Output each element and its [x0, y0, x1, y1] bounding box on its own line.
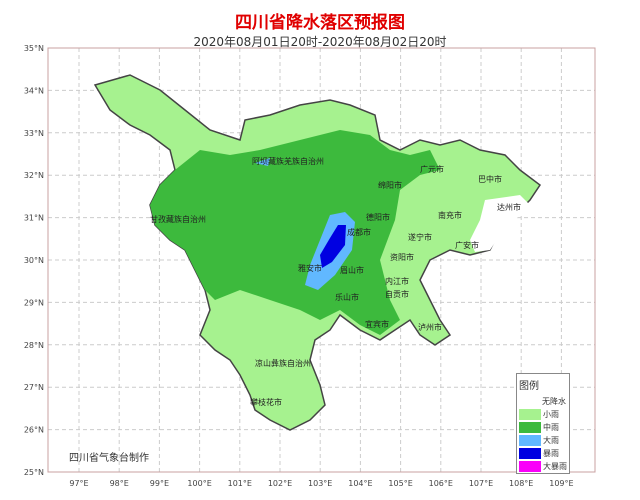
legend-item: 大暴雨: [519, 460, 569, 473]
legend-item: 小雨: [519, 408, 569, 421]
city-label: 内江市: [385, 276, 409, 286]
lat-tick-label: 27°N: [24, 383, 44, 392]
city-label: 眉山市: [340, 265, 364, 275]
lat-tick-label: 29°N: [24, 298, 44, 307]
city-label: 达州市: [497, 202, 521, 212]
lon-tick-label: 106°E: [429, 479, 453, 488]
lon-tick-label: 102°E: [268, 479, 292, 488]
city-label: 遂宁市: [408, 232, 432, 242]
rainstorm-area: [320, 225, 346, 268]
map-subtitle: 2020年08月01日20时-2020年08月02日20时: [193, 35, 447, 49]
lon-tick-label: 97°E: [69, 479, 88, 488]
lon-tick-label: 98°E: [110, 479, 129, 488]
map-frame: [47, 47, 596, 473]
lat-tick-label: 26°N: [24, 426, 44, 435]
legend-label: 中雨: [543, 423, 559, 432]
legend-swatch: [519, 409, 541, 420]
lat-tick-label: 28°N: [24, 341, 44, 350]
legend-swatch: [519, 448, 541, 459]
map-title: 四川省降水落区预报图: [235, 13, 405, 33]
lon-tick-label: 103°E: [308, 479, 332, 488]
city-label: 雅安市: [298, 263, 322, 273]
city-label: 巴中市: [478, 174, 502, 184]
lat-tick-label: 30°N: [24, 256, 44, 265]
city-label: 凉山彝族自治州: [255, 358, 311, 368]
lat-tick-label: 32°N: [24, 171, 44, 180]
lat-tick-label: 33°N: [24, 129, 44, 138]
legend-label: 大雨: [543, 436, 559, 445]
lat-tick-label: 31°N: [24, 214, 44, 223]
legend-label: 暴雨: [543, 449, 559, 458]
legend-swatch: [519, 461, 541, 472]
city-label: 自贡市: [385, 289, 409, 299]
city-label: 乐山市: [335, 292, 359, 302]
legend-label: 小雨: [543, 410, 559, 419]
lon-tick-label: 108°E: [509, 479, 533, 488]
city-label: 德阳市: [366, 212, 390, 222]
legend-label: 无降水: [542, 397, 566, 406]
city-label: 泸州市: [418, 322, 442, 332]
heavy-rain-spot-aba: [255, 158, 270, 166]
legend-item: 暴雨: [519, 447, 569, 460]
city-label: 广安市: [455, 240, 479, 250]
city-label: 阿坝藏族羌族自治州: [252, 156, 324, 166]
lon-tick-label: 105°E: [388, 479, 412, 488]
city-label: 资阳市: [390, 252, 414, 262]
lat-tick-label: 25°N: [24, 468, 44, 477]
legend-swatch: [519, 422, 541, 433]
legend-item: 无降水: [519, 395, 566, 408]
city-label: 甘孜藏族自治州: [150, 214, 206, 224]
city-label: 成都市: [347, 227, 371, 237]
legend-item: 大雨: [519, 434, 569, 447]
dry-area-dazhou: [470, 195, 530, 252]
legend-label: 大暴雨: [543, 462, 567, 471]
city-label: 绵阳市: [378, 180, 402, 190]
moderate-rain-area: [150, 130, 440, 335]
lat-tick-label: 34°N: [24, 86, 44, 95]
lat-tick-label: 35°N: [24, 44, 44, 53]
city-label: 广元市: [420, 164, 444, 174]
legend-swatch: [519, 435, 541, 446]
legend-item: 中雨: [519, 421, 569, 434]
lon-tick-label: 107°E: [469, 479, 493, 488]
city-label: 南充市: [438, 210, 462, 220]
city-label: 宜宾市: [365, 319, 389, 329]
legend-title: 图例: [519, 381, 539, 392]
lon-tick-label: 99°E: [150, 479, 169, 488]
credit-text: 四川省气象台制作: [69, 453, 149, 464]
city-label: 攀枝花市: [250, 397, 282, 407]
lon-tick-label: 109°E: [549, 479, 573, 488]
lon-tick-label: 100°E: [187, 479, 211, 488]
legend: 图例 无降水小雨中雨大雨暴雨大暴雨: [516, 373, 570, 474]
lon-tick-label: 104°E: [348, 479, 372, 488]
lon-tick-label: 101°E: [228, 479, 252, 488]
